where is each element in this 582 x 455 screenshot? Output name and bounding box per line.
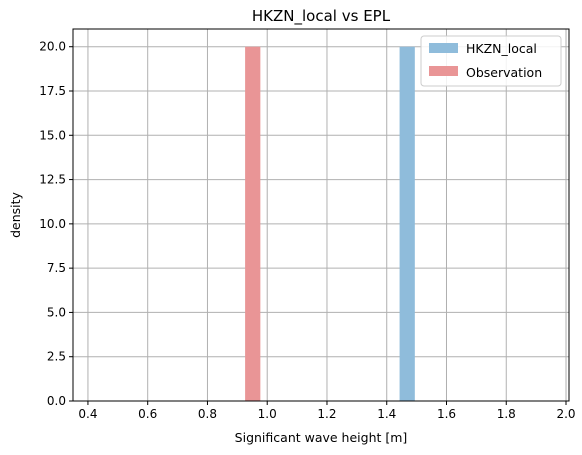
grid-lines	[73, 29, 569, 402]
y-tick-label: 20.0	[39, 40, 66, 54]
y-axis-ticks: 0.0 2.5 5.0 7.5 10.0 12.5 15.0 17.5 20.0	[39, 40, 73, 408]
x-tick-label: 1.6	[437, 407, 456, 421]
x-tick-label: 0.6	[138, 407, 157, 421]
legend-label-observation: Observation	[466, 65, 542, 80]
plot-frame	[72, 28, 570, 402]
chart-title: HKZN_local vs EPL	[252, 7, 391, 26]
x-tick-label: 1.4	[377, 407, 396, 421]
x-tick-label: 1.0	[258, 407, 277, 421]
y-tick-label: 10.0	[39, 217, 66, 231]
x-tick-label: 2.0	[556, 407, 575, 421]
x-axis-ticks: 0.4 0.6 0.8 1.0 1.2 1.4 1.6 1.8 2.0	[78, 401, 576, 421]
x-tick-label: 1.8	[497, 407, 516, 421]
x-tick-label: 0.4	[78, 407, 97, 421]
legend-label-hkzn-local: HKZN_local	[466, 41, 537, 56]
legend-swatch-observation	[429, 66, 458, 76]
bar-hkzn-local	[399, 46, 415, 401]
bar-observation	[245, 46, 261, 401]
bars	[245, 46, 415, 401]
y-tick-label: 2.5	[47, 350, 66, 364]
x-axis-label: Significant wave height [m]	[235, 430, 408, 445]
y-tick-label: 15.0	[39, 128, 66, 142]
y-tick-label: 0.0	[47, 394, 66, 408]
x-tick-label: 1.2	[317, 407, 336, 421]
legend-swatch-hkzn-local	[429, 43, 458, 53]
y-tick-label: 17.5	[39, 84, 66, 98]
x-tick-label: 0.8	[198, 407, 217, 421]
y-axis-label: density	[8, 191, 23, 237]
legend: HKZN_local Observation	[420, 35, 562, 87]
y-tick-label: 5.0	[47, 305, 66, 319]
y-tick-label: 12.5	[39, 173, 66, 187]
y-tick-label: 7.5	[47, 261, 66, 275]
